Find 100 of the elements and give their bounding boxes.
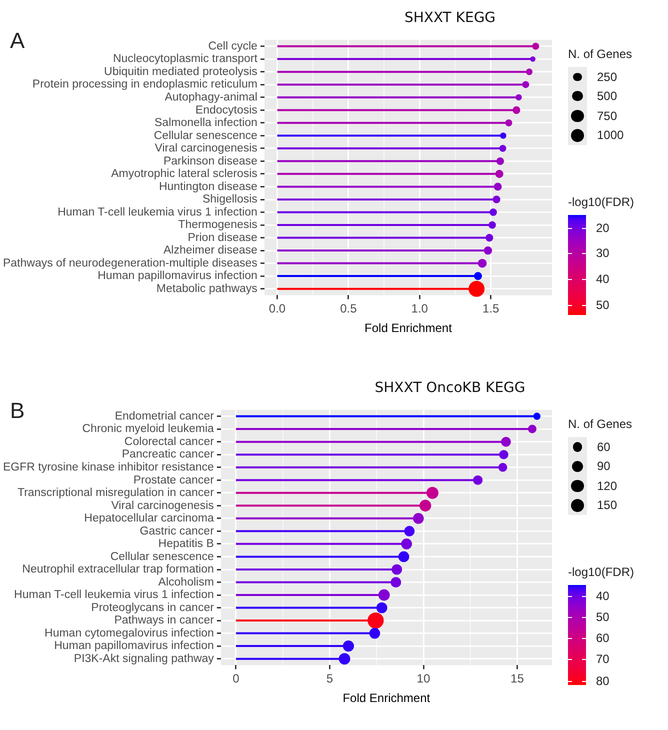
- y-tick-label: Huntington disease: [158, 180, 258, 193]
- x-tick-label: 1.5: [482, 302, 500, 316]
- y-tick-label: Human cytomegalovirus infection: [44, 627, 214, 640]
- color-bar-label: 60: [596, 631, 610, 646]
- color-bar-label: 50: [596, 610, 610, 624]
- point: [522, 81, 530, 88]
- color-bar-label: 50: [596, 298, 610, 312]
- point: [376, 602, 388, 614]
- point: [505, 119, 512, 126]
- point: [500, 132, 506, 139]
- y-tick-label: Hepatitis B: [158, 538, 214, 550]
- point: [369, 628, 380, 639]
- point: [496, 157, 504, 165]
- text: B: [10, 398, 25, 424]
- y-tick-label: Cellular senescence: [154, 130, 258, 142]
- point: [490, 208, 497, 216]
- point: [474, 272, 482, 280]
- point: [532, 42, 540, 50]
- legend-label: 500: [597, 89, 618, 104]
- y-tick-label: Human papillomavirus infection: [54, 640, 214, 652]
- y-tick-label: Ubiquitin mediated proteolysis: [104, 66, 258, 78]
- y-tick-label: Prostate cancer: [133, 474, 214, 486]
- legend-label: 750: [597, 108, 618, 123]
- y-tick-label: Amyotrophic lateral sclerosis: [111, 168, 258, 180]
- y-tick-label: Colorectal cancer: [124, 436, 214, 448]
- point: [426, 486, 438, 499]
- y-tick-label: Pathways in cancer: [114, 614, 214, 627]
- y-tick-label: Human T-cell leukemia virus 1 infection: [58, 206, 258, 218]
- y-tick-label: Alzheimer disease: [163, 244, 258, 257]
- y-tick-label: Prion disease: [188, 232, 258, 244]
- point: [392, 564, 402, 575]
- y-tick-label: Viral carcinogenesis: [154, 142, 258, 155]
- point: [378, 589, 390, 601]
- legend-label: 150: [597, 498, 618, 512]
- y-tick-label: Cell cycle: [208, 40, 258, 52]
- y-tick-label: Endocytosis: [195, 104, 258, 116]
- y-tick-label: Cellular senescence: [110, 550, 214, 563]
- text: A: [10, 28, 25, 54]
- y-tick-label: Chronic myeloid leukemia: [82, 423, 215, 436]
- y-tick-label: Thermogenesis: [178, 219, 258, 232]
- point: [398, 551, 410, 562]
- chart-title: SHXXT OncoKB KEGG: [374, 380, 526, 396]
- legend-label: 90: [597, 459, 610, 474]
- point: [338, 653, 350, 665]
- color-bar-label: 70: [596, 652, 610, 666]
- point: [390, 576, 402, 588]
- point: [419, 500, 432, 512]
- y-tick-label: Alcoholism: [158, 576, 214, 588]
- legend-title: N. of Genes: [568, 47, 634, 61]
- point: [401, 538, 412, 550]
- x-tick-label: 10: [416, 672, 430, 686]
- point: [494, 182, 502, 191]
- point: [512, 106, 520, 114]
- point: [488, 221, 496, 229]
- y-tick-label: Salmonella infection: [154, 117, 258, 130]
- point: [501, 436, 511, 447]
- x-tick-label: 1.0: [411, 302, 428, 316]
- legend-label: 60: [597, 440, 610, 454]
- point: [342, 640, 354, 652]
- y-tick-label: Hepatocellular carcinoma: [84, 512, 215, 525]
- y-tick-label: Protein processing in endoplasmic reticulum: [32, 78, 258, 91]
- point: [486, 234, 494, 242]
- y-tick-label: Gastric cancer: [140, 525, 214, 538]
- point: [499, 450, 508, 460]
- point: [499, 144, 506, 152]
- y-tick-label: Pancreatic cancer: [122, 448, 214, 461]
- legend-label: 1000: [597, 128, 624, 142]
- y-tick-label: Human T-cell leukemia virus 1 infection: [14, 589, 214, 602]
- point: [404, 526, 415, 536]
- y-tick-label: PI3K-Akt signaling pathway: [74, 652, 214, 665]
- color-bar-title: -log10(FDR): [568, 565, 636, 579]
- color-bar-label: 40: [596, 272, 610, 286]
- x-tick-label: 15: [510, 672, 524, 686]
- x-tick-label: 5: [326, 672, 334, 686]
- point: [473, 475, 483, 485]
- x-axis-title: Fold Enrichment: [364, 321, 453, 336]
- y-tick-label: EGFR tyrosine kinase inhibitor resistance: [3, 462, 214, 474]
- y-tick-label: Endometrial cancer: [114, 410, 214, 422]
- y-tick-label: Transcriptional misregulation in cancer: [17, 487, 214, 500]
- y-tick-label: Nucleocytoplasmic transport: [112, 53, 258, 66]
- color-bar-label: 80: [596, 674, 610, 688]
- x-tick-label: 0: [232, 672, 240, 686]
- point: [516, 94, 522, 100]
- point: [412, 512, 424, 524]
- legend-label: 120: [597, 478, 618, 493]
- y-tick-label: Shigellosis: [202, 194, 258, 206]
- y-tick-label: Viral carcinogenesis: [111, 500, 214, 512]
- legend-title: N. of Genes: [568, 417, 634, 431]
- color-bar-title: -log10(FDR): [568, 195, 636, 209]
- y-tick-label: Neutrophil extracellular trap formation: [22, 564, 214, 576]
- color-bar-label: 40: [596, 588, 610, 603]
- x-tick-label: 0.0: [268, 302, 286, 316]
- color-bar-label: 30: [596, 246, 610, 260]
- point: [492, 196, 500, 204]
- color-bar-label: 20: [596, 220, 610, 235]
- point: [484, 246, 492, 255]
- point: [526, 68, 533, 76]
- point: [478, 258, 487, 268]
- x-axis-title: Fold Enrichment: [342, 691, 431, 706]
- x-tick-label: 0.5: [340, 302, 358, 316]
